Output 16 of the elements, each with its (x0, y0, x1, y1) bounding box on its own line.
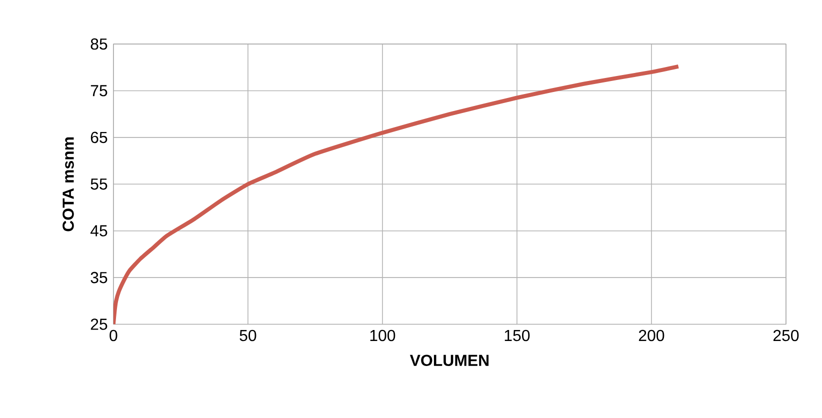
x-tick-label: 250 (773, 330, 799, 342)
y-tick-label: 55 (90, 178, 108, 190)
y-tick-label: 75 (90, 85, 108, 96)
x-tick-label: 200 (638, 330, 664, 342)
x-tick-label: 50 (240, 330, 256, 342)
line-series (113, 64, 680, 324)
y-tick-label: 25 (90, 318, 108, 330)
y-axis-title: COTA msnm (62, 138, 74, 232)
x-tick-label: 0 (110, 330, 118, 342)
x-tick-label: 150 (504, 330, 530, 342)
x-tick-label: 100 (370, 330, 396, 342)
x-axis-title: VOLUMEN (410, 354, 489, 366)
y-tick-label: 85 (90, 38, 108, 50)
y-tick-label: 65 (90, 132, 108, 144)
y-tick-label: 45 (90, 225, 108, 237)
y-tick-label: 35 (90, 272, 108, 284)
